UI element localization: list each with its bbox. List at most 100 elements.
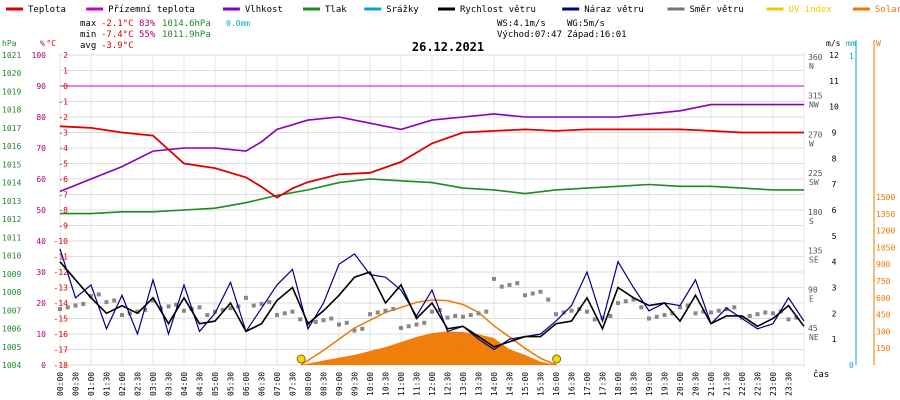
stat-avg-temp: -3.9°C bbox=[101, 41, 134, 51]
x-tick-label: 20:30 bbox=[692, 372, 701, 396]
temp-tick-label: -6 bbox=[58, 175, 68, 184]
legend-label-naraz: Náraz větru bbox=[584, 5, 644, 15]
wind-direction-point bbox=[554, 312, 558, 317]
wind-direction-point bbox=[492, 276, 496, 281]
wind-direction-point bbox=[507, 282, 512, 287]
mm-tick-label: 0 bbox=[849, 361, 854, 370]
wind-direction-point bbox=[166, 304, 171, 309]
stat-max-temp: -2.1°C bbox=[101, 19, 134, 29]
x-tick-label: 03:00 bbox=[149, 372, 158, 396]
wind-direction-point bbox=[631, 297, 636, 302]
series-teplota-line bbox=[59, 125, 804, 199]
x-tick-label: 13:00 bbox=[459, 372, 468, 396]
stat-max-label: max bbox=[80, 19, 97, 29]
x-tick-label: 19:00 bbox=[645, 372, 654, 396]
wind-direction-point bbox=[275, 313, 279, 318]
w-tick-label: 1350 bbox=[876, 210, 895, 219]
dir-compass-label: SE bbox=[809, 256, 819, 265]
stat-max-hum: 83% bbox=[139, 19, 156, 29]
legend-label-srazky: Srážky bbox=[386, 5, 419, 15]
dir-compass-label: NW bbox=[809, 101, 819, 110]
x-tick-label: 16:30 bbox=[568, 372, 577, 396]
wind-direction-point bbox=[716, 308, 721, 313]
x-tick-label: 06:00 bbox=[242, 372, 251, 396]
hum-tick-label: 40 bbox=[36, 237, 46, 246]
temp-tick-label: -3 bbox=[58, 129, 68, 138]
temp-tick-label: -7 bbox=[58, 191, 68, 200]
dir-tick-label: 180 bbox=[808, 208, 823, 217]
temp-tick-label: 1 bbox=[63, 67, 68, 76]
hum-tick-label: 60 bbox=[36, 175, 46, 184]
ms-tick-label: 4 bbox=[832, 258, 837, 267]
legend-label-vlhkost: Vlhkost bbox=[245, 5, 283, 15]
wind-direction-point bbox=[678, 305, 682, 310]
wind-direction-point bbox=[461, 314, 465, 319]
dir-tick-label: 270 bbox=[808, 130, 823, 139]
press-tick-label: 1009 bbox=[2, 270, 21, 279]
wind-direction-point bbox=[174, 302, 179, 307]
wind-direction-point bbox=[399, 325, 403, 330]
wind-direction-point bbox=[220, 307, 225, 312]
wind-direction-point bbox=[701, 309, 706, 314]
x-tick-label: 08:00 bbox=[304, 372, 313, 396]
wind-direction-point bbox=[259, 301, 264, 306]
ms-tick-label: 9 bbox=[832, 129, 837, 138]
x-tick-label: 18:30 bbox=[630, 372, 639, 396]
sunrise-marker bbox=[296, 354, 306, 364]
wind-direction-point bbox=[89, 294, 93, 299]
x-tick-label: 05:30 bbox=[227, 372, 236, 396]
hum-tick-label: 20 bbox=[36, 299, 46, 308]
wind-direction-point bbox=[670, 311, 675, 316]
hum-tick-label: 0 bbox=[41, 361, 46, 370]
wind-direction-point bbox=[360, 326, 365, 331]
dir-compass-label: E bbox=[809, 294, 814, 303]
stat-min-hum: 55% bbox=[139, 30, 156, 40]
w-tick-label: 1500 bbox=[876, 193, 895, 202]
stat-min-temp: -7.4°C bbox=[101, 30, 134, 40]
wind-direction-point bbox=[290, 309, 295, 314]
wind-direction-point bbox=[135, 309, 140, 314]
chart-title: 26.12.2021 bbox=[412, 40, 484, 54]
wind-direction-point bbox=[763, 310, 768, 315]
press-tick-label: 1006 bbox=[2, 325, 21, 334]
solar-theoretical-line bbox=[300, 299, 557, 366]
wind-direction-point bbox=[65, 305, 70, 310]
temp-tick-label: -2 bbox=[58, 113, 68, 122]
wind-direction-point bbox=[205, 313, 210, 318]
w-tick-label: 300 bbox=[876, 327, 891, 336]
sunset-text: Západ:16:01 bbox=[567, 30, 627, 40]
x-tick-label: 05:00 bbox=[211, 372, 220, 396]
press-tick-label: 1018 bbox=[2, 106, 21, 115]
press-tick-label: 1014 bbox=[2, 179, 21, 188]
wind-direction-point bbox=[468, 313, 473, 318]
hum-tick-label: 30 bbox=[36, 268, 46, 277]
x-tick-label: 00:00 bbox=[56, 372, 65, 396]
wind-direction-point bbox=[282, 311, 287, 316]
x-tick-label: 18:00 bbox=[614, 372, 623, 396]
legend-label-teplota: Teplota bbox=[28, 5, 66, 15]
wind-direction-point bbox=[228, 306, 233, 311]
wind-direction-point bbox=[592, 317, 597, 322]
wind-direction-point bbox=[732, 305, 737, 310]
x-tick-label: 20:00 bbox=[676, 372, 685, 396]
wind-direction-point bbox=[120, 313, 124, 318]
wind-direction-point bbox=[313, 319, 318, 324]
x-tick-label: 00:30 bbox=[72, 372, 81, 396]
press-tick-label: 1008 bbox=[2, 288, 21, 297]
x-axis-unit: čas bbox=[813, 369, 829, 380]
stat-avg-label: avg bbox=[80, 41, 96, 51]
dir-compass-label: W bbox=[809, 139, 814, 148]
w-tick-label: 750 bbox=[876, 277, 891, 286]
x-tick-label: 10:00 bbox=[366, 372, 375, 396]
press-tick-label: 1019 bbox=[2, 87, 21, 96]
wind-direction-point bbox=[406, 324, 411, 329]
stat-max-rain: 0.0mm bbox=[226, 19, 250, 28]
legend-label-rychlost: Rychlost větru bbox=[460, 5, 536, 15]
x-tick-label: 07:00 bbox=[273, 372, 282, 396]
press-tick-label: 1004 bbox=[2, 361, 21, 370]
wind-wg: WG:5m/s bbox=[567, 19, 605, 29]
x-tick-label: 07:30 bbox=[289, 372, 298, 396]
wind-direction-point bbox=[96, 292, 101, 297]
dir-tick-label: 360 bbox=[808, 53, 823, 62]
